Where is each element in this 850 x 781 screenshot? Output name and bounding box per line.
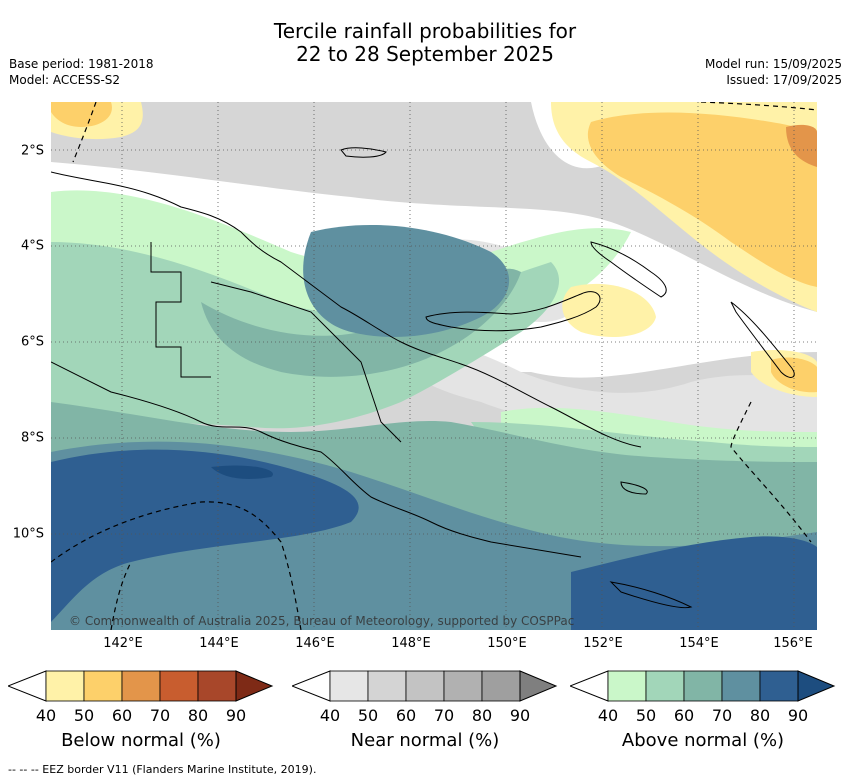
meta-right: Model run: 15/09/2025 Issued: 17/09/2025 <box>705 56 842 88</box>
manus <box>340 147 387 158</box>
colorbar-tick: 80 <box>471 706 493 725</box>
new-guinea-north-coast <box>51 171 642 448</box>
new-ireland <box>590 241 667 298</box>
lon-tick: 152°E <box>583 636 623 651</box>
near-normal-40 <box>381 339 817 444</box>
issued-date: Issued: 17/09/2025 <box>726 73 842 87</box>
colorbar-swatch <box>159 670 199 702</box>
colorbar-tick: 50 <box>357 706 379 725</box>
colorbar-tick: 60 <box>111 706 133 725</box>
below-normal-50 <box>51 102 112 127</box>
lon-tick: 148°E <box>391 636 431 651</box>
above-normal-80 <box>571 536 817 630</box>
province-border <box>210 281 402 443</box>
eez-borders <box>51 102 817 630</box>
colorbar-tick: 40 <box>35 706 57 725</box>
colorbar-extend-high <box>797 670 836 702</box>
colorbar-swatch <box>759 670 799 702</box>
title-line-2: 22 to 28 September 2025 <box>296 42 554 66</box>
lat-tick: 4°S <box>20 238 44 254</box>
colorbar-swatch <box>83 670 123 702</box>
colorbar-swatch <box>121 670 161 702</box>
colorbar-swatch <box>481 670 521 702</box>
colorbar-tick: 90 <box>787 706 809 725</box>
colorbar-tick: 70 <box>433 706 455 725</box>
above-normal-80 <box>51 449 359 622</box>
colorbar-below-normal <box>8 670 274 702</box>
bougainville <box>730 301 795 378</box>
colorbar-near-normal <box>292 670 558 702</box>
eez-border-south <box>110 561 132 630</box>
colorbar-tick: 90 <box>509 706 531 725</box>
colorbar-tick: 50 <box>73 706 95 725</box>
solomon-island <box>609 581 693 609</box>
eez-border-west <box>72 102 97 163</box>
colorbar-tick: 40 <box>597 706 619 725</box>
eez-border-southwest <box>51 501 302 630</box>
colorbar-tick: 70 <box>711 706 733 725</box>
colorbar-tick: 90 <box>225 706 247 725</box>
colorbar-extend-high <box>519 670 558 702</box>
lon-tick: 154°E <box>679 636 719 651</box>
colorbar-swatch <box>683 670 723 702</box>
new-britain <box>425 291 601 332</box>
colorbar-extend-low <box>570 670 609 702</box>
colorbar-title-below: Below normal (%) <box>61 730 221 751</box>
colorbar-title-near: Near normal (%) <box>350 730 500 751</box>
colorbar-swatch <box>645 670 685 702</box>
map-title: Tercile rainfall probabilities for 22 to… <box>0 20 850 66</box>
colorbar-extend-low <box>292 670 331 702</box>
colorbar-tick: 70 <box>149 706 171 725</box>
model-run: Model run: 15/09/2025 <box>704 57 842 71</box>
colorbar-extend-low <box>8 670 47 702</box>
colorbar-tick: 60 <box>673 706 695 725</box>
lon-tick: 156°E <box>773 636 813 651</box>
lon-tick: 142°E <box>103 636 143 651</box>
colorbar-swatch <box>443 670 483 702</box>
lat-tick: 6°S <box>20 334 44 350</box>
eez-footnote: -- -- -- EEZ border V11 (Flanders Marine… <box>8 763 317 776</box>
coastlines <box>51 147 795 609</box>
colorbar-above-normal <box>570 670 836 702</box>
eez-border-northeast <box>700 102 817 111</box>
colorbar-swatch <box>405 670 445 702</box>
lon-tick: 146°E <box>295 636 335 651</box>
colorbar-swatch <box>721 670 761 702</box>
graticule <box>51 102 817 630</box>
above-normal-90 <box>211 465 273 479</box>
eez-border-east <box>730 401 812 543</box>
below-normal-60 <box>786 124 817 167</box>
lat-tick: 10°S <box>12 526 44 542</box>
lon-tick: 144°E <box>199 636 239 651</box>
meta-left: Base period: 1981-2018 Model: ACCESS-S2 <box>9 56 154 88</box>
copyright-credit: © Commonwealth of Australia 2025, Bureau… <box>69 614 574 628</box>
above-normal-70 <box>303 224 510 337</box>
below-normal-40 <box>562 283 656 337</box>
above-normal-60 <box>201 268 521 377</box>
papua-border <box>150 242 211 378</box>
colorbar-tick: 50 <box>635 706 657 725</box>
colorbar-extend-high <box>235 670 274 702</box>
colorbar-swatch <box>45 670 85 702</box>
colorbar-tick: 80 <box>749 706 771 725</box>
below-normal-50 <box>587 112 817 287</box>
colorbar-swatch <box>329 670 369 702</box>
lat-tick: 8°S <box>20 430 44 446</box>
model-name: Model: ACCESS-S2 <box>9 73 121 87</box>
probability-map: © Commonwealth of Australia 2025, Bureau… <box>51 102 817 630</box>
colorbar-swatch <box>197 670 237 702</box>
colorbar-tick: 60 <box>395 706 417 725</box>
colorbar-tick: 80 <box>187 706 209 725</box>
lat-tick: 2°S <box>20 143 44 159</box>
colorbar-tick: 40 <box>319 706 341 725</box>
lon-tick: 150°E <box>487 636 527 651</box>
colorbar-swatch <box>607 670 647 702</box>
colorbar-title-above: Above normal (%) <box>621 730 785 751</box>
guadalcanal <box>620 481 648 495</box>
base-period: Base period: 1981-2018 <box>9 57 154 71</box>
colorbar-swatch <box>367 670 407 702</box>
title-line-1: Tercile rainfall probabilities for <box>273 19 577 43</box>
new-guinea-south-coast <box>51 361 582 558</box>
